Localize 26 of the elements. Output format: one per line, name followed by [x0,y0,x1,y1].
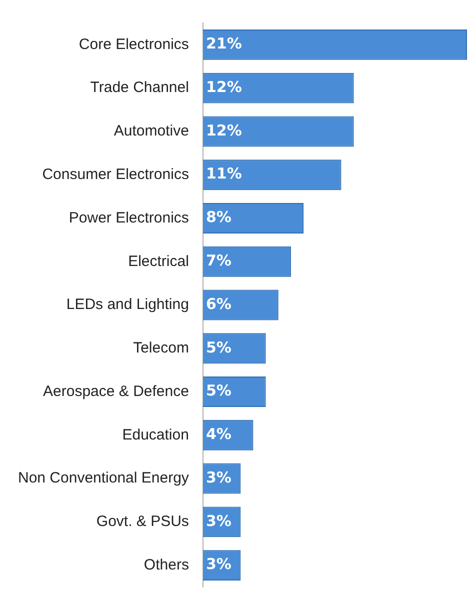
data-label: 3% [206,468,232,486]
y-tick-label: Trade Channel [90,79,189,96]
y-tick-label: Non Conventional Energy [18,470,190,487]
y-tick-label: Education [122,426,189,444]
data-label: 21% [206,34,242,53]
y-tick-label: Power Electronics [68,209,189,226]
y-tick-label: Telecom [133,340,189,357]
data-label: 5% [206,382,232,400]
data-label: 3% [206,512,232,530]
y-tick-label: LEDs and Lighting [66,296,189,314]
y-tick-label: Core Electronics [78,36,189,53]
data-label: 12% [206,121,242,140]
data-label: 6% [206,294,232,313]
data-label: 12% [206,78,242,96]
data-label: 5% [206,338,232,356]
data-label: 4% [206,425,232,444]
y-tick-label: Automotive [114,122,189,140]
y-tick-label: Govt. & PSUs [96,513,189,530]
data-label: 7% [206,252,232,270]
data-label: 3% [206,555,232,574]
y-tick-label: Others [144,556,189,574]
data-label: 11% [206,164,242,183]
y-tick-label: Consumer Electronics [42,166,189,183]
y-tick-label: Electrical [128,252,189,270]
data-label: 8% [206,208,232,226]
y-tick-label: Aerospace & Defence [43,382,189,400]
